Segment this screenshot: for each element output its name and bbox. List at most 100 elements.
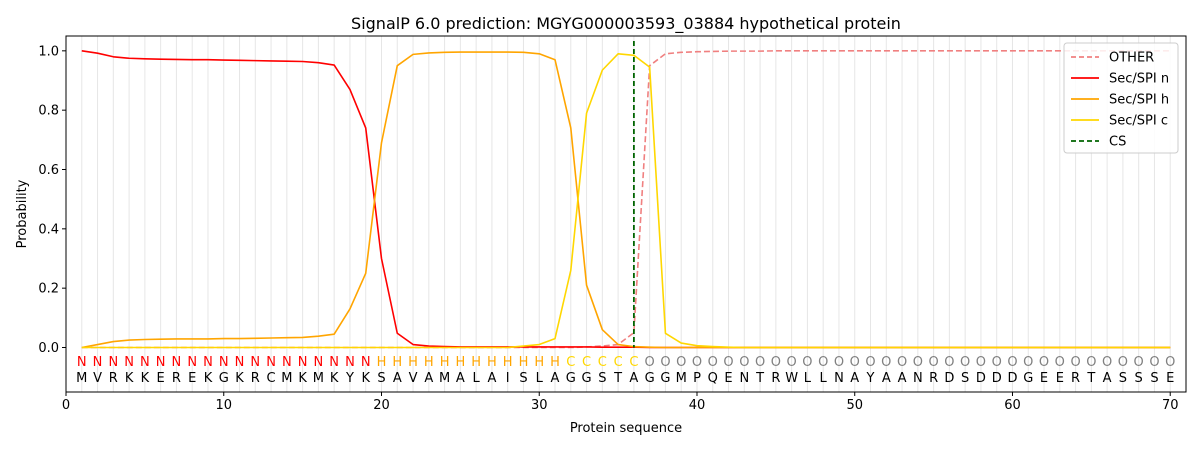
x-tick-label-10: 10 bbox=[215, 398, 232, 413]
region-label-38: O bbox=[660, 355, 670, 370]
region-label-1: N bbox=[77, 355, 87, 370]
region-label-34: C bbox=[598, 355, 607, 370]
residue-43: N bbox=[739, 371, 749, 386]
x-tick-label-50: 50 bbox=[846, 398, 863, 413]
region-label-12: N bbox=[250, 355, 260, 370]
residue-64: R bbox=[1071, 371, 1080, 386]
region-label-70: O bbox=[1165, 355, 1175, 370]
region-label-36: C bbox=[629, 355, 638, 370]
region-label-66: O bbox=[1102, 355, 1112, 370]
region-label-69: O bbox=[1149, 355, 1159, 370]
region-label-48: O bbox=[818, 355, 828, 370]
region-label-16: N bbox=[314, 355, 324, 370]
region-label-37: O bbox=[645, 355, 655, 370]
sequence-layer: NMNVNRNKNKNENRNENKNGNKNRNCNMNKNMNKNYNKHS… bbox=[76, 355, 1175, 386]
region-label-58: O bbox=[976, 355, 986, 370]
residue-52: A bbox=[882, 371, 891, 386]
region-label-4: N bbox=[124, 355, 134, 370]
y-tick-label-2: 0.4 bbox=[38, 222, 59, 237]
residue-7: R bbox=[172, 371, 181, 386]
residue-44: T bbox=[755, 371, 764, 386]
region-label-47: O bbox=[802, 355, 812, 370]
region-label-15: N bbox=[298, 355, 308, 370]
residue-19: K bbox=[361, 371, 370, 386]
region-label-7: N bbox=[172, 355, 182, 370]
region-label-42: O bbox=[723, 355, 733, 370]
region-label-35: C bbox=[614, 355, 623, 370]
y-tick-label-0: 0.0 bbox=[38, 341, 59, 356]
region-label-51: O bbox=[865, 355, 875, 370]
legend-label-4: CS bbox=[1109, 135, 1126, 150]
residue-63: E bbox=[1056, 371, 1064, 386]
residue-69: S bbox=[1150, 371, 1158, 386]
y-tick-label-4: 0.8 bbox=[38, 104, 59, 119]
residue-5: K bbox=[141, 371, 150, 386]
region-label-40: O bbox=[692, 355, 702, 370]
residue-25: A bbox=[456, 371, 465, 386]
region-label-67: O bbox=[1118, 355, 1128, 370]
residue-17: K bbox=[330, 371, 339, 386]
x-tick-label-60: 60 bbox=[1004, 398, 1021, 413]
region-label-46: O bbox=[787, 355, 797, 370]
series-line-sec-spi-c bbox=[81, 52, 1171, 349]
region-label-3: N bbox=[108, 355, 118, 370]
y-tick-label-3: 0.6 bbox=[38, 163, 59, 178]
residue-46: W bbox=[785, 371, 798, 386]
residue-27: A bbox=[487, 371, 496, 386]
residue-24: M bbox=[439, 371, 450, 386]
y-tick-label-1: 0.2 bbox=[38, 282, 59, 297]
residue-29: S bbox=[519, 371, 527, 386]
region-label-31: H bbox=[550, 355, 560, 370]
region-label-44: O bbox=[755, 355, 765, 370]
region-label-30: H bbox=[534, 355, 544, 370]
residue-50: A bbox=[850, 371, 859, 386]
legend: OTHER Sec/SPI n Sec/SPI h Sec/SPI c CS bbox=[1063, 42, 1179, 154]
region-label-65: O bbox=[1086, 355, 1096, 370]
legend-box bbox=[1063, 42, 1179, 154]
region-label-61: O bbox=[1023, 355, 1033, 370]
region-label-41: O bbox=[708, 355, 718, 370]
residue-61: G bbox=[1023, 371, 1033, 386]
residue-54: N bbox=[913, 371, 923, 386]
region-label-68: O bbox=[1134, 355, 1144, 370]
residue-48: L bbox=[820, 371, 828, 386]
residue-56: D bbox=[944, 371, 954, 386]
residue-57: S bbox=[961, 371, 969, 386]
region-label-39: O bbox=[676, 355, 686, 370]
region-label-26: H bbox=[471, 355, 481, 370]
residue-14: M bbox=[281, 371, 292, 386]
series-layer bbox=[81, 41, 1171, 349]
residue-62: E bbox=[1040, 371, 1048, 386]
residue-33: G bbox=[582, 371, 592, 386]
legend-label-1: Sec/SPI n bbox=[1109, 72, 1169, 87]
residue-34: S bbox=[598, 371, 606, 386]
region-label-9: N bbox=[203, 355, 213, 370]
legend-label-3: Sec/SPI c bbox=[1109, 114, 1168, 129]
region-label-53: O bbox=[897, 355, 907, 370]
region-label-29: H bbox=[519, 355, 529, 370]
residue-53: A bbox=[898, 371, 907, 386]
region-label-45: O bbox=[771, 355, 781, 370]
region-label-28: H bbox=[503, 355, 513, 370]
x-tick-label-20: 20 bbox=[373, 398, 390, 413]
region-label-13: N bbox=[266, 355, 276, 370]
residue-66: A bbox=[1103, 371, 1112, 386]
region-label-33: C bbox=[582, 355, 591, 370]
region-label-57: O bbox=[960, 355, 970, 370]
residue-68: S bbox=[1135, 371, 1143, 386]
residue-11: K bbox=[235, 371, 244, 386]
residue-59: D bbox=[992, 371, 1002, 386]
residue-45: R bbox=[771, 371, 780, 386]
residue-40: P bbox=[693, 371, 701, 386]
residue-6: E bbox=[157, 371, 165, 386]
residue-49: N bbox=[834, 371, 844, 386]
residue-1: M bbox=[76, 371, 87, 386]
residue-38: G bbox=[660, 371, 670, 386]
region-label-56: O bbox=[944, 355, 954, 370]
region-label-11: N bbox=[235, 355, 245, 370]
residue-16: M bbox=[313, 371, 324, 386]
y-tick-label-5: 1.0 bbox=[38, 44, 59, 59]
region-label-17: N bbox=[329, 355, 339, 370]
